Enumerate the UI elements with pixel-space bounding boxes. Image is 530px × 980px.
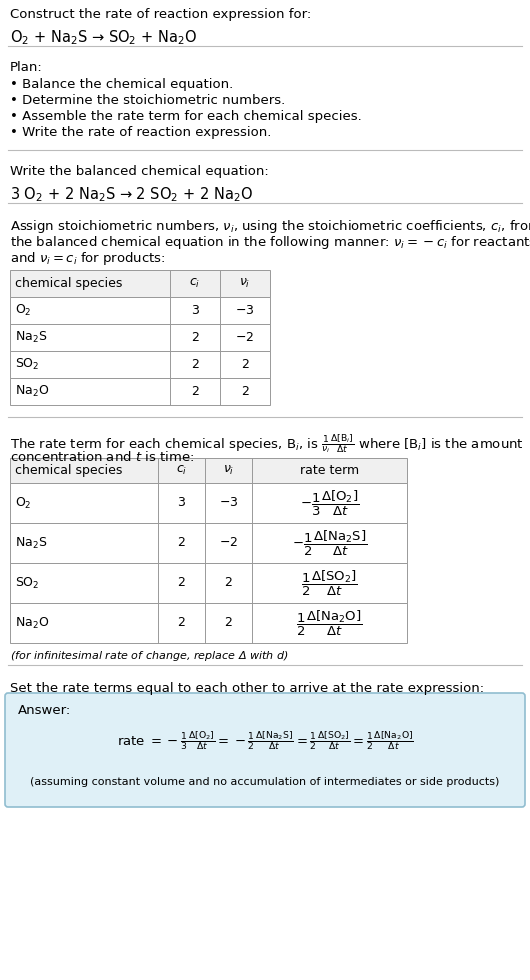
Text: • Determine the stoichiometric numbers.: • Determine the stoichiometric numbers.: [10, 94, 285, 107]
Text: 2: 2: [178, 536, 186, 550]
Text: (for infinitesimal rate of change, replace Δ with $d$): (for infinitesimal rate of change, repla…: [10, 649, 289, 663]
Text: O$_2$: O$_2$: [15, 496, 32, 511]
Text: Na$_2$O: Na$_2$O: [15, 615, 49, 630]
FancyBboxPatch shape: [5, 693, 525, 807]
Text: $-3$: $-3$: [219, 497, 238, 510]
Bar: [10, 297, 270, 324]
Text: 2: 2: [241, 385, 249, 398]
Text: (assuming constant volume and no accumulation of intermediates or side products): (assuming constant volume and no accumul…: [30, 777, 500, 787]
Text: and $\nu_i = c_i$ for products:: and $\nu_i = c_i$ for products:: [10, 250, 165, 267]
Text: • Balance the chemical equation.: • Balance the chemical equation.: [10, 78, 233, 91]
Text: Write the balanced chemical equation:: Write the balanced chemical equation:: [10, 165, 269, 178]
Bar: [10, 483, 407, 523]
Text: $-2$: $-2$: [235, 331, 254, 344]
Text: Assign stoichiometric numbers, $\nu_i$, using the stoichiometric coefficients, $: Assign stoichiometric numbers, $\nu_i$, …: [10, 218, 530, 235]
Text: 2: 2: [178, 576, 186, 590]
Text: rate term: rate term: [300, 464, 359, 477]
Text: • Assemble the rate term for each chemical species.: • Assemble the rate term for each chemic…: [10, 110, 362, 123]
Text: Construct the rate of reaction expression for:: Construct the rate of reaction expressio…: [10, 8, 311, 21]
Text: The rate term for each chemical species, B$_i$, is $\frac{1}{\nu_i}\frac{\Delta[: The rate term for each chemical species,…: [10, 432, 524, 455]
Text: $-2$: $-2$: [219, 536, 238, 550]
Text: SO$_2$: SO$_2$: [15, 357, 40, 372]
Bar: [10, 523, 407, 563]
Text: O$_2$ + Na$_2$S → SO$_2$ + Na$_2$O: O$_2$ + Na$_2$S → SO$_2$ + Na$_2$O: [10, 28, 197, 47]
Bar: [10, 324, 270, 351]
Bar: [10, 563, 407, 603]
Text: $\nu_i$: $\nu_i$: [223, 464, 234, 477]
Text: Answer:: Answer:: [18, 704, 71, 717]
Text: 2: 2: [241, 358, 249, 371]
Text: $\nu_i$: $\nu_i$: [240, 277, 251, 290]
Text: $-\dfrac{1}{3}\dfrac{\Delta[\mathrm{O_2}]}{\Delta t}$: $-\dfrac{1}{3}\dfrac{\Delta[\mathrm{O_2}…: [300, 488, 359, 517]
Bar: [10, 458, 407, 483]
Text: Plan:: Plan:: [10, 61, 43, 74]
Text: $-3$: $-3$: [235, 304, 255, 317]
Text: 3: 3: [191, 304, 199, 317]
Text: Na$_2$O: Na$_2$O: [15, 384, 49, 399]
Text: 2: 2: [225, 576, 233, 590]
Text: $\dfrac{1}{2}\dfrac{\Delta[\mathrm{SO_2}]}{\Delta t}$: $\dfrac{1}{2}\dfrac{\Delta[\mathrm{SO_2}…: [301, 568, 358, 598]
Text: $c_i$: $c_i$: [176, 464, 187, 477]
Text: rate $= -\frac{1}{3}\frac{\Delta[\mathrm{O_2}]}{\Delta t} = -\frac{1}{2}\frac{\D: rate $= -\frac{1}{3}\frac{\Delta[\mathrm…: [117, 729, 413, 753]
Text: 3 O$_2$ + 2 Na$_2$S → 2 SO$_2$ + 2 Na$_2$O: 3 O$_2$ + 2 Na$_2$S → 2 SO$_2$ + 2 Na$_2…: [10, 185, 253, 204]
Text: 2: 2: [191, 358, 199, 371]
Text: the balanced chemical equation in the following manner: $\nu_i = -c_i$ for react: the balanced chemical equation in the fo…: [10, 234, 530, 251]
Text: O$_2$: O$_2$: [15, 303, 32, 318]
Bar: [10, 378, 270, 405]
Text: 2: 2: [178, 616, 186, 629]
Text: concentration and $t$ is time:: concentration and $t$ is time:: [10, 450, 194, 464]
Bar: [10, 603, 407, 643]
Text: • Write the rate of reaction expression.: • Write the rate of reaction expression.: [10, 126, 271, 139]
Bar: [10, 351, 270, 378]
Text: chemical species: chemical species: [15, 277, 122, 290]
Text: $c_i$: $c_i$: [189, 277, 201, 290]
Text: 3: 3: [178, 497, 186, 510]
Text: 2: 2: [191, 331, 199, 344]
Text: Set the rate terms equal to each other to arrive at the rate expression:: Set the rate terms equal to each other t…: [10, 682, 484, 695]
Text: SO$_2$: SO$_2$: [15, 575, 40, 591]
Bar: [10, 270, 270, 297]
Text: chemical species: chemical species: [15, 464, 122, 477]
Text: 2: 2: [225, 616, 233, 629]
Text: $-\dfrac{1}{2}\dfrac{\Delta[\mathrm{Na_2S}]}{\Delta t}$: $-\dfrac{1}{2}\dfrac{\Delta[\mathrm{Na_2…: [292, 528, 367, 558]
Text: 2: 2: [191, 385, 199, 398]
Text: Na$_2$S: Na$_2$S: [15, 535, 47, 551]
Text: Na$_2$S: Na$_2$S: [15, 330, 47, 345]
Text: $\dfrac{1}{2}\dfrac{\Delta[\mathrm{Na_2O}]}{\Delta t}$: $\dfrac{1}{2}\dfrac{\Delta[\mathrm{Na_2O…: [296, 609, 363, 638]
